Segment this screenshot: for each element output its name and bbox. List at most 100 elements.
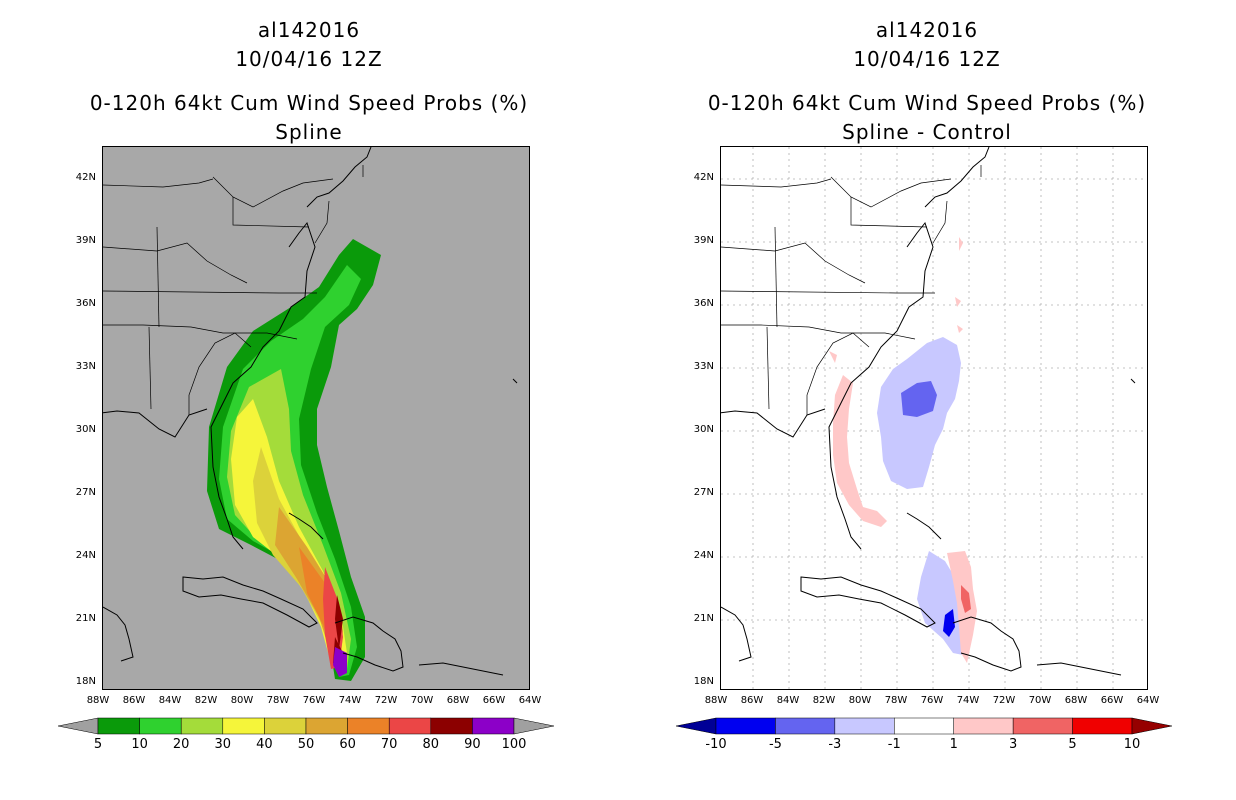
storm-id-title: al142016 (257, 18, 361, 42)
lat-label: 18N (75, 676, 96, 687)
colorbar-high-arrow (1131, 717, 1172, 735)
colorbar-segment (305, 717, 348, 735)
colorbar-segment (1012, 717, 1073, 735)
colorbar-label: -1 (887, 737, 901, 752)
colorbar-low-arrow (676, 717, 717, 735)
lon-label: 64W (518, 695, 542, 706)
lat-label: 27N (75, 487, 96, 498)
lon-label: 82W (812, 695, 836, 706)
lon-label: 84W (158, 695, 182, 706)
variant-title: Spline (275, 120, 343, 144)
colorbar-label: -5 (768, 737, 782, 752)
colorbar-label: 3 (1009, 737, 1018, 752)
lat-label: 42N (75, 172, 96, 183)
lat-label: 33N (693, 361, 714, 372)
lon-label: 86W (122, 695, 146, 706)
colorbar-segment (264, 717, 307, 735)
state-borders (721, 165, 982, 415)
storm-id-title: al142016 (875, 18, 979, 42)
lon-label: 86W (740, 695, 764, 706)
lon-label: 84W (776, 695, 800, 706)
lat-label: 24N (693, 550, 714, 561)
colorbar-segment (388, 717, 432, 735)
lat-label: 42N (693, 172, 714, 183)
lon-label: 80W (848, 695, 872, 706)
lat-label: 24N (75, 550, 96, 561)
difference-map (720, 146, 1148, 690)
colorbar-label: 1 (949, 737, 958, 752)
colorbar-label: 90 (464, 737, 481, 752)
colorbar-segment (834, 717, 895, 735)
colorbar-label: 5 (93, 737, 103, 752)
lon-label: 88W (704, 695, 728, 706)
diff-neg-5 (943, 609, 955, 637)
state-borders (103, 165, 364, 415)
lat-label: 33N (75, 361, 96, 372)
prob-contour-90 (333, 647, 347, 677)
lon-label: 88W (86, 695, 110, 706)
colorbar-label: 20 (172, 737, 190, 752)
diff-neg-1b (917, 551, 971, 655)
colorbar-segment (222, 717, 265, 735)
colorbar-segment (180, 717, 224, 735)
probability-map (102, 146, 530, 690)
colorbar-label: 10 (1123, 737, 1141, 752)
lon-label: 74W (338, 695, 362, 706)
lon-label: 72W (992, 695, 1016, 706)
lat-label: 21N (75, 613, 96, 624)
colorbar-segment (430, 717, 473, 735)
lat-label: 39N (75, 235, 96, 246)
lat-label: 39N (693, 235, 714, 246)
colorbar-segment (775, 717, 836, 735)
colorbar-segment (1072, 717, 1133, 735)
lon-label: 64W (1136, 695, 1160, 706)
lat-label: 30N (693, 424, 714, 435)
diff-pos-1 (833, 375, 887, 527)
product-title: 0-120h 64kt Cum Wind Speed Probs (%) (89, 91, 529, 115)
colorbar-high-arrow (513, 717, 554, 735)
colorbar-label: 80 (422, 737, 440, 752)
colorbar-segment (953, 717, 1014, 735)
colorbar-label: 10 (131, 737, 148, 752)
colorbar-label: 40 (256, 737, 273, 752)
variant-title: Spline - Control (842, 120, 1012, 144)
product-title: 0-120h 64kt Cum Wind Speed Probs (%) (707, 91, 1147, 115)
colorbar-low-arrow (58, 717, 99, 735)
diff-neg-3 (901, 381, 937, 417)
lon-label: 70W (410, 695, 434, 706)
difference-panel: al142016 10/04/16 12Z 0-120h 64kt Cum Wi… (618, 0, 1236, 800)
diff-pos-3 (961, 585, 971, 613)
lon-label: 76W (302, 695, 326, 706)
lon-label: 74W (956, 695, 980, 706)
lon-label: 66W (482, 695, 506, 706)
difference-colorbar (676, 717, 1172, 735)
lon-label: 70W (1028, 695, 1052, 706)
colorbar-label: 70 (380, 737, 398, 752)
colorbar-label: 100 (501, 737, 527, 752)
lon-label: 68W (446, 695, 470, 706)
probability-colorbar (58, 717, 554, 735)
grid-lines (721, 147, 1147, 689)
lon-label: 80W (230, 695, 254, 706)
lon-label: 78W (266, 695, 290, 706)
lon-label: 66W (1100, 695, 1124, 706)
lat-label: 21N (693, 613, 714, 624)
lat-label: 36N (75, 298, 96, 309)
colorbar-label: 5 (1068, 737, 1077, 752)
lon-label: 82W (194, 695, 218, 706)
colorbar-label: 30 (214, 737, 232, 752)
lat-label: 30N (75, 424, 96, 435)
colorbar-label: 50 (297, 737, 315, 752)
lon-label: 76W (920, 695, 944, 706)
coastlines (721, 147, 1136, 676)
datetime-title: 10/04/16 12Z (853, 47, 1001, 71)
colorbar-label: -10 (705, 737, 727, 752)
colorbar-segment (472, 717, 515, 735)
colorbar-segment (97, 717, 140, 735)
lat-label: 18N (693, 676, 714, 687)
colorbar-segment (894, 717, 954, 735)
lat-label: 36N (693, 298, 714, 309)
colorbar-segment (715, 717, 776, 735)
colorbar-segment (347, 717, 390, 735)
colorbar-segment (139, 717, 182, 735)
